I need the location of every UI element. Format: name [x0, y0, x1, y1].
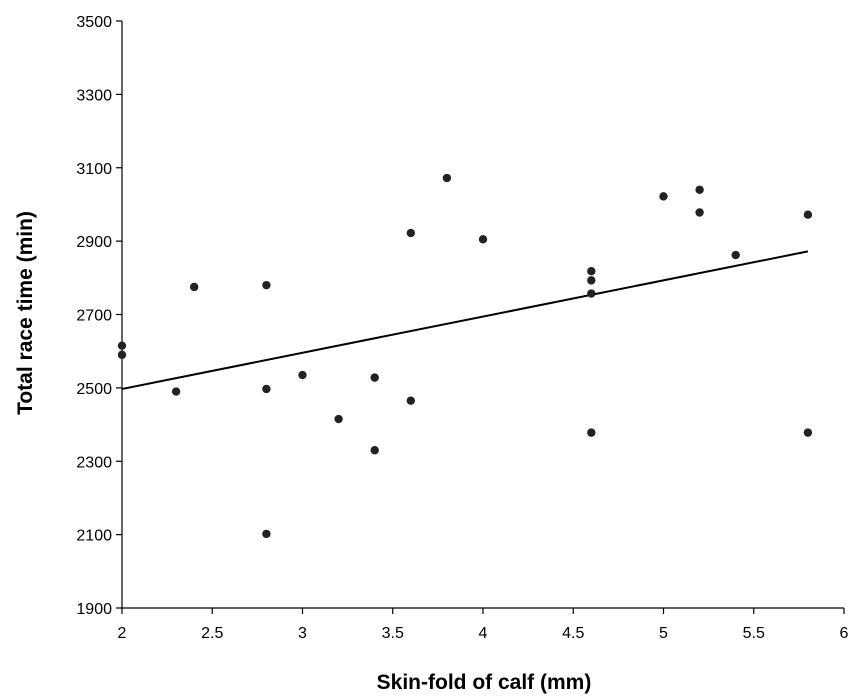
trendline	[121, 250, 809, 390]
x-tick-label: 5.5	[743, 625, 765, 642]
data-point	[117, 350, 127, 360]
x-tick-label: 5	[659, 625, 668, 642]
data-point	[731, 250, 740, 260]
data-point	[334, 414, 343, 424]
y-tick-label: 3500	[76, 14, 112, 31]
y-tick-label: 2900	[76, 234, 112, 251]
y-tick-label: 2100	[76, 528, 112, 545]
x-tick-label: 3	[298, 625, 307, 642]
data-point	[171, 387, 181, 396]
data-point	[262, 384, 271, 394]
y-tick-label: 3300	[76, 87, 112, 104]
x-tick-label: 4.5	[562, 625, 584, 642]
x-tick-label: 4	[479, 625, 488, 642]
data-point	[262, 280, 271, 290]
data-point	[659, 192, 668, 201]
x-tick-label: 6	[840, 625, 849, 642]
data-point	[695, 185, 704, 194]
data-point	[803, 210, 813, 219]
data-point	[587, 428, 596, 437]
data-point	[370, 446, 379, 455]
data-point	[406, 396, 415, 405]
data-point	[587, 289, 596, 298]
data-point	[370, 373, 379, 382]
x-tick-label: 3.5	[382, 625, 404, 642]
data-point	[406, 228, 415, 238]
data-point	[117, 341, 127, 350]
x-axis-title: Skin-fold of calf (mm)	[377, 671, 592, 694]
trendline-layer	[121, 250, 809, 390]
data-point	[262, 529, 271, 539]
y-tick-label: 3100	[76, 161, 112, 178]
data-point	[298, 370, 307, 380]
x-tick-label: 2	[118, 625, 127, 642]
data-point	[442, 173, 452, 183]
data-point	[478, 235, 488, 244]
y-tick-label: 2500	[76, 381, 112, 398]
points-layer	[117, 173, 813, 539]
data-point	[803, 428, 813, 437]
data-point	[190, 282, 199, 292]
axes: 1900 2100 2300 2500 2700 2900 3100 3300 3500 2 2.5…	[76, 14, 848, 642]
data-point	[587, 267, 596, 276]
data-point	[695, 208, 704, 217]
y-tick-label: 2700	[76, 308, 112, 325]
y-tick-label: 1900	[76, 601, 112, 618]
y-axis-title: Total race time (min)	[14, 211, 37, 415]
data-point	[587, 276, 596, 285]
x-tick-label: 2.5	[201, 625, 223, 642]
y-tick-label: 2300	[76, 454, 112, 471]
